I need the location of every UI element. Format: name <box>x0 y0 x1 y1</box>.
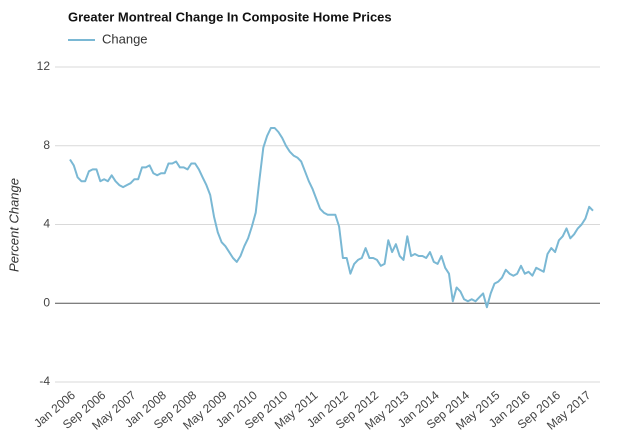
chart-title: Greater Montreal Change In Composite Hom… <box>68 9 392 24</box>
data-line <box>69 127 594 309</box>
y-axis-title: Percent Change <box>6 178 21 272</box>
y-tick-label: 8 <box>43 138 50 152</box>
y-tick-label: 12 <box>37 59 51 73</box>
y-tick-label: 0 <box>43 295 50 309</box>
y-tick-label: -4 <box>39 374 50 388</box>
legend-label: Change <box>102 31 148 46</box>
y-tick-label: 4 <box>43 217 50 231</box>
